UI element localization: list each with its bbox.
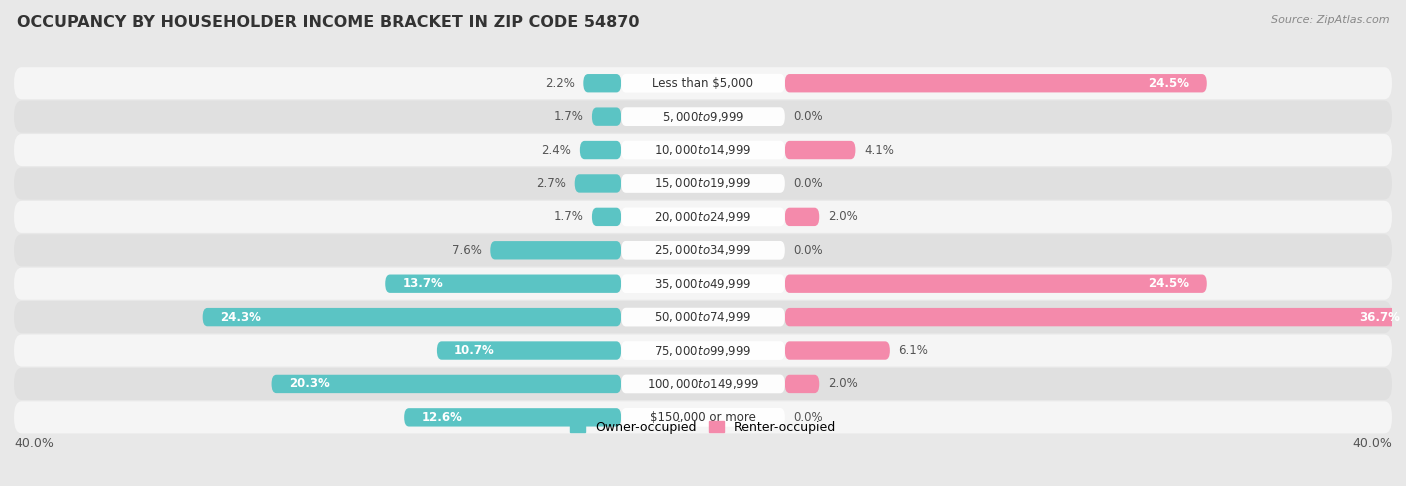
FancyBboxPatch shape [785,141,855,159]
Text: 40.0%: 40.0% [14,437,53,450]
FancyBboxPatch shape [202,308,621,326]
FancyBboxPatch shape [621,174,785,193]
FancyBboxPatch shape [14,101,1392,133]
Text: 0.0%: 0.0% [793,411,823,424]
Text: 0.0%: 0.0% [793,177,823,190]
Text: 40.0%: 40.0% [1353,437,1392,450]
FancyBboxPatch shape [621,408,785,427]
FancyBboxPatch shape [14,334,1392,366]
Text: 24.5%: 24.5% [1149,77,1189,90]
FancyBboxPatch shape [785,275,1206,293]
Text: 2.4%: 2.4% [541,143,571,156]
Text: $75,000 to $99,999: $75,000 to $99,999 [654,344,752,358]
FancyBboxPatch shape [621,241,785,260]
FancyBboxPatch shape [785,74,1206,92]
Text: 2.7%: 2.7% [536,177,567,190]
FancyBboxPatch shape [785,308,1406,326]
Text: 0.0%: 0.0% [793,244,823,257]
FancyBboxPatch shape [385,275,621,293]
FancyBboxPatch shape [14,301,1392,333]
Text: 7.6%: 7.6% [451,244,482,257]
FancyBboxPatch shape [785,208,820,226]
FancyBboxPatch shape [14,168,1392,200]
FancyBboxPatch shape [621,208,785,226]
FancyBboxPatch shape [575,174,621,192]
FancyBboxPatch shape [621,141,785,159]
FancyBboxPatch shape [621,275,785,293]
FancyBboxPatch shape [491,241,621,260]
FancyBboxPatch shape [14,134,1392,166]
FancyBboxPatch shape [579,141,621,159]
FancyBboxPatch shape [621,375,785,393]
Text: 6.1%: 6.1% [898,344,928,357]
FancyBboxPatch shape [621,107,785,126]
FancyBboxPatch shape [14,368,1392,400]
FancyBboxPatch shape [14,201,1392,233]
Text: 2.0%: 2.0% [828,378,858,390]
Text: $20,000 to $24,999: $20,000 to $24,999 [654,210,752,224]
Text: $35,000 to $49,999: $35,000 to $49,999 [654,277,752,291]
FancyBboxPatch shape [592,107,621,126]
FancyBboxPatch shape [437,341,621,360]
Text: 10.7%: 10.7% [454,344,495,357]
Text: Less than $5,000: Less than $5,000 [652,77,754,90]
Text: 13.7%: 13.7% [402,277,443,290]
Text: 20.3%: 20.3% [288,378,329,390]
FancyBboxPatch shape [404,408,621,427]
Legend: Owner-occupied, Renter-occupied: Owner-occupied, Renter-occupied [565,416,841,439]
FancyBboxPatch shape [621,74,785,92]
Text: 0.0%: 0.0% [793,110,823,123]
Text: $100,000 to $149,999: $100,000 to $149,999 [647,377,759,391]
FancyBboxPatch shape [785,341,890,360]
Text: 24.5%: 24.5% [1149,277,1189,290]
Text: 2.0%: 2.0% [828,210,858,224]
FancyBboxPatch shape [583,74,621,92]
FancyBboxPatch shape [621,308,785,327]
FancyBboxPatch shape [14,234,1392,266]
Text: $10,000 to $14,999: $10,000 to $14,999 [654,143,752,157]
FancyBboxPatch shape [621,341,785,360]
Text: 2.2%: 2.2% [544,77,575,90]
Text: 36.7%: 36.7% [1358,311,1400,324]
Text: $25,000 to $34,999: $25,000 to $34,999 [654,243,752,257]
Text: $5,000 to $9,999: $5,000 to $9,999 [662,110,744,123]
Text: Source: ZipAtlas.com: Source: ZipAtlas.com [1271,15,1389,25]
FancyBboxPatch shape [14,401,1392,434]
Text: OCCUPANCY BY HOUSEHOLDER INCOME BRACKET IN ZIP CODE 54870: OCCUPANCY BY HOUSEHOLDER INCOME BRACKET … [17,15,640,30]
FancyBboxPatch shape [14,268,1392,300]
Text: 1.7%: 1.7% [554,210,583,224]
FancyBboxPatch shape [592,208,621,226]
FancyBboxPatch shape [785,375,820,393]
Text: 4.1%: 4.1% [865,143,894,156]
Text: $15,000 to $19,999: $15,000 to $19,999 [654,176,752,191]
Text: $150,000 or more: $150,000 or more [650,411,756,424]
FancyBboxPatch shape [14,67,1392,99]
Text: 24.3%: 24.3% [219,311,260,324]
FancyBboxPatch shape [271,375,621,393]
Text: $50,000 to $74,999: $50,000 to $74,999 [654,310,752,324]
Text: 1.7%: 1.7% [554,110,583,123]
Text: 12.6%: 12.6% [422,411,463,424]
